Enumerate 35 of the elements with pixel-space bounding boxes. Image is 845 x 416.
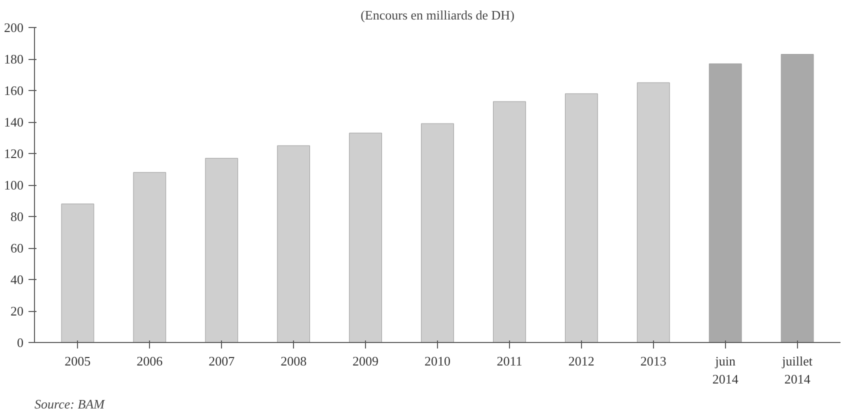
y-tick-label: 40 <box>10 272 24 287</box>
x-tick-label: 2013 <box>640 354 666 368</box>
bar <box>349 132 382 342</box>
y-tick-label: 80 <box>10 209 24 224</box>
x-tick-label: juin 2014 <box>712 354 739 386</box>
y-tick-label: 160 <box>4 83 24 98</box>
bar <box>708 63 742 342</box>
y-tick-label: 20 <box>10 304 24 318</box>
bar <box>205 158 238 342</box>
bar <box>780 54 814 342</box>
y-tick-label: 100 <box>4 178 24 192</box>
x-tick-label: 2008 <box>280 354 307 368</box>
y-tick-label: 140 <box>4 114 24 130</box>
bar <box>493 101 526 342</box>
bar <box>636 82 670 342</box>
bar <box>421 123 454 342</box>
x-tick-label: 2005 <box>64 354 91 368</box>
chart-subtitle: (Encours en milliards de DH) <box>360 8 514 22</box>
y-tick-label: 200 <box>4 20 24 35</box>
x-tick-label: 2010 <box>424 354 450 368</box>
bar <box>564 93 598 342</box>
y-tick-label: 180 <box>4 52 24 66</box>
source-note: Source: BAM <box>34 396 106 412</box>
x-tick-label: 2009 <box>352 354 379 368</box>
y-tick-label: 120 <box>4 146 24 161</box>
x-tick-label: 2011 <box>496 354 522 368</box>
x-tick-label: juillet 2014 <box>781 354 813 386</box>
bar <box>133 172 166 342</box>
x-tick-label: 2012 <box>568 354 594 368</box>
x-tick-label: 2007 <box>208 354 236 368</box>
y-tick-label: 0 <box>17 335 24 350</box>
x-tick-label: 2006 <box>136 354 164 368</box>
bar <box>61 204 94 342</box>
bar <box>277 145 310 342</box>
y-tick-label: 60 <box>10 240 24 256</box>
